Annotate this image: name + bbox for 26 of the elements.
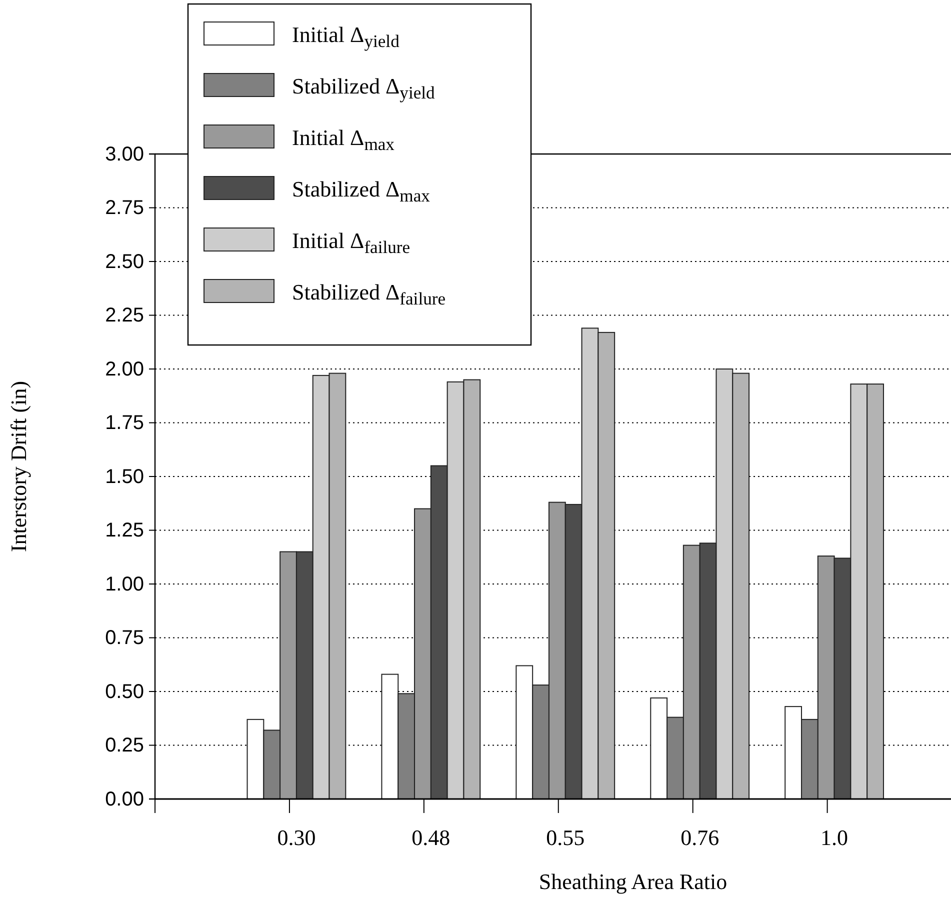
y-tick-label: 0.75: [105, 627, 144, 650]
x-tick-label: 0.48: [412, 825, 450, 850]
x-tick-label: 0.76: [680, 825, 720, 850]
x-tick-label: 0.55: [546, 825, 585, 850]
y-tick-label: 1.75: [105, 412, 144, 434]
y-tick-label: 2.50: [105, 250, 144, 273]
legend-label: Stabilized Δ$_{failure}$: [292, 280, 446, 308]
y-tick-label: 2.00: [105, 358, 144, 380]
legend-label: Stabilized Δ$_{yield}$: [292, 74, 436, 102]
y-tick-label: 1.50: [105, 466, 144, 488]
y-tick-label: 0.00: [105, 788, 144, 810]
y-tick-label: 1.00: [105, 573, 144, 596]
y-tick-label: 3.00: [105, 143, 144, 166]
y-tick-label: 2.25: [105, 304, 144, 327]
legend-label: Initial Δ$_{max}$: [292, 125, 395, 154]
y-tick-label: 0.50: [105, 680, 144, 703]
legend-label: Initial Δ$_{failure}$: [292, 228, 410, 256]
x-axis-title: Sheathing Area Ratio: [538, 869, 728, 894]
legend-label: Initial Δ$_{yield}$: [292, 22, 400, 50]
y-tick-label: 2.75: [105, 197, 144, 220]
x-tick-label: 1.0: [820, 825, 848, 850]
legend-label: Stabilized Δ$_{max}$: [292, 176, 430, 205]
y-tick-label: 1.25: [105, 520, 144, 542]
y-axis-title: Interstory Drift (in): [6, 380, 31, 552]
x-tick-label: 0.30: [277, 825, 316, 850]
y-tick-label: 0.25: [105, 734, 144, 757]
